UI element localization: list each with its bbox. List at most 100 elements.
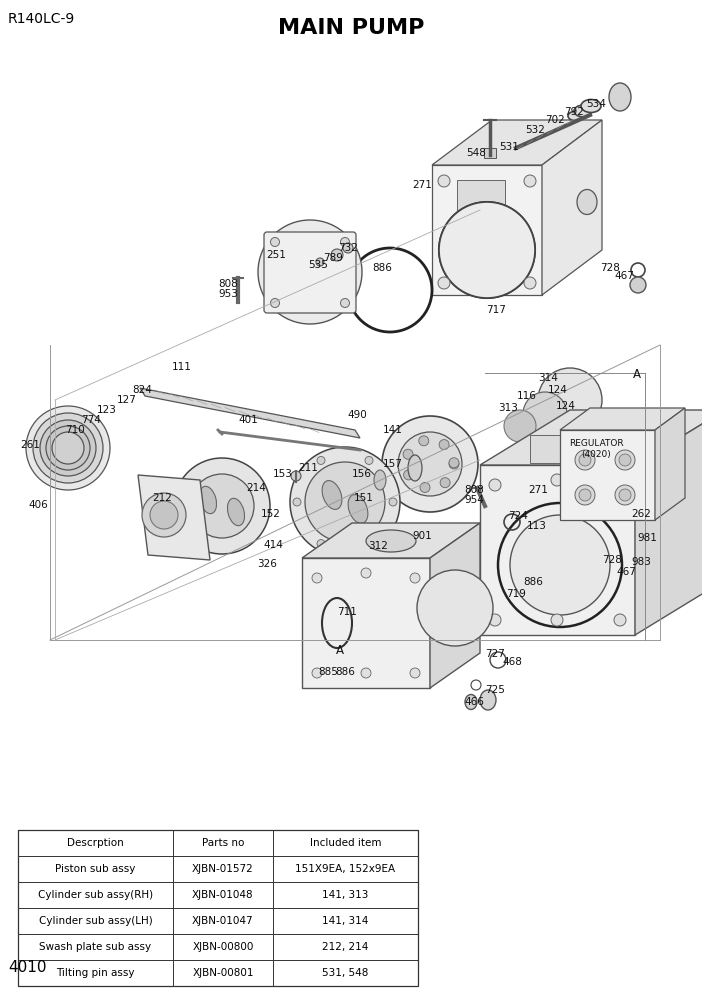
Text: 124: 124 [548,385,568,395]
Polygon shape [560,408,685,430]
Circle shape [510,515,610,615]
Circle shape [275,237,345,307]
Text: 886: 886 [335,667,355,677]
Circle shape [438,277,450,289]
Circle shape [614,479,626,491]
Text: 116: 116 [517,391,537,401]
Text: 153: 153 [273,469,293,479]
Text: Swash plate sub assy: Swash plate sub assy [39,942,152,952]
Text: Cylinder sub assy(LH): Cylinder sub assy(LH) [39,916,152,926]
Ellipse shape [199,486,216,514]
Circle shape [389,498,397,506]
Ellipse shape [585,445,615,465]
Text: 532: 532 [525,125,545,135]
Circle shape [382,416,478,512]
FancyBboxPatch shape [264,232,356,313]
Circle shape [410,573,420,583]
Text: 467: 467 [614,271,634,281]
Polygon shape [140,388,360,438]
Text: 789: 789 [323,253,343,263]
Text: MAIN PUMP: MAIN PUMP [278,18,424,38]
Circle shape [538,368,602,432]
Circle shape [343,243,353,253]
Text: 531: 531 [499,142,519,152]
Text: 414: 414 [263,540,283,550]
Circle shape [449,457,459,468]
Circle shape [575,450,595,470]
Bar [530,435,565,463]
Circle shape [551,474,563,486]
Text: 981: 981 [637,533,657,543]
Circle shape [615,485,635,505]
Bar [560,430,655,520]
Polygon shape [480,465,635,635]
Text: 314: 314 [538,373,558,383]
Polygon shape [655,408,685,520]
Ellipse shape [568,111,582,121]
Ellipse shape [322,480,342,510]
Circle shape [551,614,563,626]
Text: XJBN-01048: XJBN-01048 [192,890,254,900]
Text: 725: 725 [485,685,505,695]
Polygon shape [432,120,602,165]
Text: Descrption: Descrption [67,838,124,848]
Text: 141, 313: 141, 313 [322,890,369,900]
Text: 251: 251 [266,250,286,260]
Circle shape [305,462,385,542]
Circle shape [619,489,631,501]
Bar [484,148,496,158]
Text: XJBN-01572: XJBN-01572 [192,864,254,874]
Circle shape [292,254,328,290]
Circle shape [270,237,279,246]
Circle shape [439,439,449,449]
Text: 886: 886 [523,577,543,587]
Text: 212, 214: 212, 214 [322,942,369,952]
Circle shape [52,432,84,464]
Text: (4020): (4020) [581,449,611,458]
Circle shape [331,249,343,261]
Ellipse shape [227,498,244,526]
Text: 792: 792 [564,107,584,117]
Ellipse shape [581,99,601,112]
Text: 468: 468 [502,657,522,667]
Circle shape [524,277,536,289]
Text: 490: 490 [347,410,367,420]
Text: 467: 467 [616,567,636,577]
Text: 719: 719 [506,589,526,599]
Text: 548: 548 [466,148,486,158]
Text: 534: 534 [586,99,606,109]
Text: 774: 774 [81,415,101,425]
Text: 212: 212 [152,493,172,503]
Circle shape [142,493,186,537]
Text: A: A [633,367,641,381]
Polygon shape [635,410,702,635]
Circle shape [26,406,110,490]
Text: 728: 728 [600,263,620,273]
Text: 271: 271 [412,180,432,190]
Circle shape [46,426,90,470]
Circle shape [398,432,462,496]
Polygon shape [480,410,702,465]
Circle shape [489,614,501,626]
Ellipse shape [574,105,592,117]
Ellipse shape [408,455,422,481]
Circle shape [33,413,103,483]
Text: 808: 808 [464,485,484,495]
Circle shape [40,420,96,476]
Circle shape [316,258,324,266]
Polygon shape [430,523,480,688]
Text: 152: 152 [261,509,281,519]
Text: 702: 702 [545,115,565,125]
Circle shape [410,668,420,678]
Circle shape [449,459,459,469]
Text: 261: 261 [20,440,40,450]
Ellipse shape [374,470,386,490]
Text: 214: 214 [246,483,266,493]
Circle shape [504,410,536,442]
Text: REGULATOR: REGULATOR [569,439,623,448]
Text: 262: 262 [631,509,651,519]
Text: 727: 727 [485,649,505,659]
Circle shape [317,540,325,548]
Text: XJBN-01047: XJBN-01047 [192,916,254,926]
Circle shape [524,175,536,187]
